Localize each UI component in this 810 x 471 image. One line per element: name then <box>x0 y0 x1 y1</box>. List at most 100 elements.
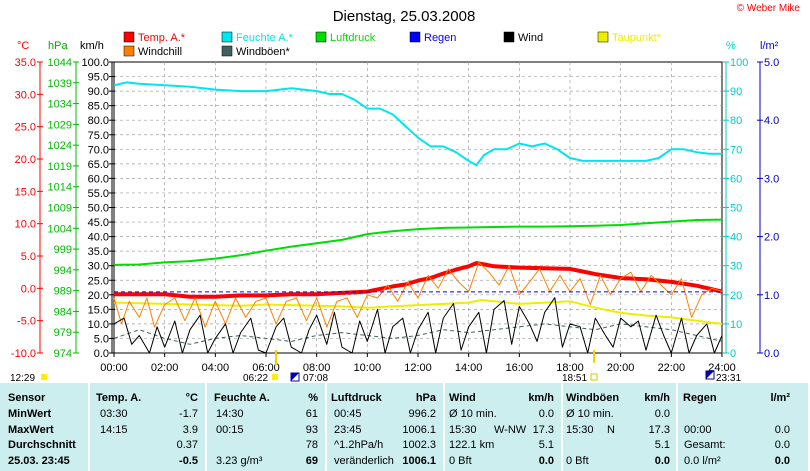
table-cell-hum-val: 93 <box>305 423 318 436</box>
wind-tick-label: 95.0 <box>88 72 109 84</box>
table-cell-label: 25.03. 23:45 <box>8 454 70 467</box>
humidity-tick-label: 20 <box>730 290 742 302</box>
wind-tick-label: 85.0 <box>88 101 109 113</box>
table-cell-gust-time: Ø 10 min. <box>566 408 614 420</box>
legend-swatch <box>315 31 327 43</box>
table-cell-gust-val: 0.0 <box>654 454 670 467</box>
legend-swatch <box>221 31 233 43</box>
rain-tick-label: 5.0 <box>764 57 779 69</box>
legend-label: Taupunkt* <box>612 32 662 44</box>
x-tick-label: 16:00 <box>506 362 534 374</box>
humidity-tick-label: 0 <box>730 348 736 360</box>
wind-tick-label: 25.0 <box>88 275 109 287</box>
x-tick-label: 02:00 <box>151 362 179 374</box>
table-cell-wind-val: 5.1 <box>538 439 554 451</box>
table-cell-label: MaxWert <box>8 423 54 436</box>
header-wind-unit: km/h <box>528 392 554 404</box>
copyright-label: © Weber Mike <box>737 3 801 14</box>
x-axis: 00:00 02:00 04:00 06:00 08:00 10:00 12:00 14:00… <box>100 353 736 374</box>
rain-tick-label: 4.0 <box>764 115 779 127</box>
table-cell-rain-time: 0.0 l/m² <box>684 454 721 467</box>
pressure-tick-label: 1034 <box>48 99 72 111</box>
table-cell-temp-time: 03:30 <box>100 408 128 420</box>
sunrise-marker <box>272 374 278 380</box>
pressure-tick-label: 994 <box>54 265 72 277</box>
table-cell-hum-time: 14:30 <box>216 408 244 420</box>
legend-label: Temp. A.* <box>138 32 186 44</box>
table-cell-wind-time: Ø 10 min. <box>449 408 497 420</box>
wind-tick-label: 60.0 <box>88 173 109 185</box>
table-cell-gust-val: 0.0 <box>654 408 670 420</box>
legend-label: Feuchte A.* <box>236 32 294 44</box>
pressure-tick-label: 974 <box>54 348 72 360</box>
temp-tick-label: 20.0 <box>15 154 36 166</box>
pressure-tick-label: 1029 <box>48 119 72 131</box>
legend-label: Windchill <box>138 46 182 58</box>
moonset-time-label: 23:31 <box>716 373 741 383</box>
pressure-tick-label: 984 <box>54 306 72 318</box>
table-cell-gust-dir: N <box>607 423 615 436</box>
wind-tick-label: 0.0 <box>94 348 109 360</box>
temp-tick-label: 30.0 <box>15 89 36 101</box>
table-cell-press-val: 1006.1 <box>402 454 436 467</box>
rain-tick-label: 3.0 <box>764 173 779 185</box>
header-temp-unit: °C <box>185 392 198 404</box>
pressure-tick-label: 1009 <box>48 203 72 215</box>
legend: Temp. A.* Feuchte A.* Luftdruck Regen Wind Ta… <box>123 31 662 58</box>
temp-tick-label: 35.0 <box>15 57 36 69</box>
legend-label: Regen <box>424 32 456 44</box>
x-tick-label: 08:00 <box>303 362 331 374</box>
legend-swatch <box>123 31 135 43</box>
series-temp-line <box>113 299 723 325</box>
x-tick-label: 12:00 <box>404 362 432 374</box>
left-time-label: 12:29 <box>10 373 35 383</box>
wind-tick-label: 20.0 <box>88 290 109 302</box>
table-cell-gust-time: 15:30 <box>566 423 594 436</box>
moonrise-marker-fill <box>291 373 299 381</box>
table-cell-rain-time: Gesamt: <box>684 439 726 451</box>
wind-tick-label: 50.0 <box>88 203 109 215</box>
temp-tick-label: -5.0 <box>17 316 36 328</box>
x-tick-label: 14:00 <box>455 362 483 374</box>
table-cell-hum-val: 61 <box>305 408 318 420</box>
header-pressure: Luftdruck <box>331 392 382 404</box>
legend-swatch <box>123 45 135 57</box>
wind-tick-label: 55.0 <box>88 188 109 200</box>
x-tick-label: 10:00 <box>354 362 382 374</box>
series-temp-line <box>113 262 723 328</box>
moonset-marker-fill <box>706 371 714 379</box>
x-tick-label: 04:00 <box>202 362 230 374</box>
table-cell-press-time: 23:45 <box>334 423 362 436</box>
series-wind-line <box>113 297 723 354</box>
header-rain-unit: l/m² <box>770 392 790 404</box>
x-tick-label: 20:00 <box>607 362 635 374</box>
sunset-time-label: 18:51 <box>562 373 587 383</box>
humidity-tick-label: 60 <box>730 173 742 185</box>
humidity-tick-label: 100 <box>730 57 748 69</box>
header-gust-unit: km/h <box>644 392 670 404</box>
pressure-tick-label: 1014 <box>48 182 72 194</box>
series-humidity-line <box>113 81 722 167</box>
wind-tick-label: 10.0 <box>88 319 109 331</box>
rain-tick-label: 1.0 <box>764 290 779 302</box>
x-tick-label: 24:00 <box>708 362 736 374</box>
wind-tick-label: 40.0 <box>88 232 109 244</box>
legend-label: Luftdruck <box>330 32 376 44</box>
pressure-tick-label: 999 <box>54 244 72 256</box>
header-humidity-unit: % <box>308 392 318 404</box>
wind-unit-label: km/h <box>80 40 104 52</box>
table-cell-gust-val: 17.3 <box>648 423 670 436</box>
table-cell-hum-val: 69 <box>305 454 318 467</box>
series-temp-line <box>114 261 723 299</box>
humidity-tick-label: 10 <box>730 319 742 331</box>
header-wind: Wind <box>449 392 476 404</box>
header-sensor: Sensor <box>8 392 46 404</box>
wind-tick-label: 75.0 <box>88 130 109 142</box>
chart-title: Dienstag, 25.03.2008 <box>333 8 476 25</box>
table-cell-rain-val: 0.0 <box>774 454 790 467</box>
pressure-tick-label: 1024 <box>48 140 72 152</box>
wind-tick-label: 35.0 <box>88 246 109 258</box>
wind-tick-label: 80.0 <box>88 115 109 127</box>
x-tick-label: 18:00 <box>556 362 584 374</box>
table-cell-wind-time: 15:30 <box>449 423 477 436</box>
